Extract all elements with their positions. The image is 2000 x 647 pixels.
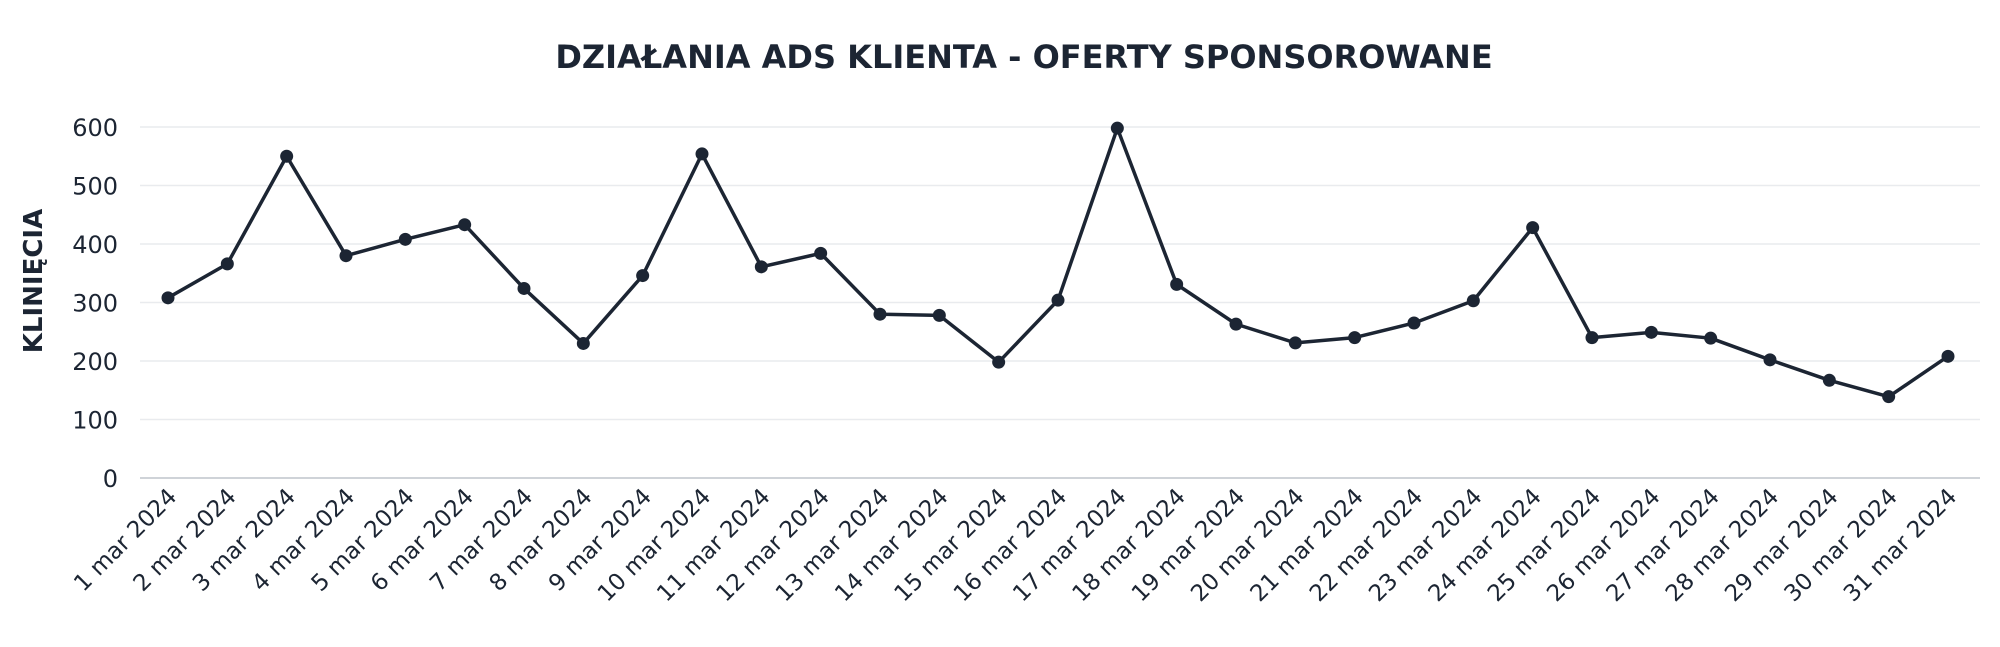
y-tick-labels: 0 100 200 300 400 500 600 bbox=[72, 114, 118, 493]
data-point bbox=[873, 307, 887, 321]
data-point bbox=[1407, 316, 1421, 330]
data-point bbox=[636, 269, 650, 283]
data-point bbox=[1526, 221, 1540, 235]
grid-layer bbox=[140, 126, 1980, 479]
data-point bbox=[1822, 373, 1836, 387]
data-point bbox=[1051, 293, 1065, 307]
data-point bbox=[1585, 331, 1599, 345]
data-point bbox=[458, 218, 472, 232]
data-point bbox=[1348, 331, 1362, 345]
y-tick-label: 600 bbox=[72, 114, 118, 142]
chart-title: DZIAŁANIA ADS KLIENTA - OFERTY SPONSOROW… bbox=[555, 38, 1492, 76]
data-point bbox=[1704, 331, 1718, 345]
data-point bbox=[1882, 390, 1896, 404]
data-point bbox=[280, 149, 294, 163]
data-points bbox=[161, 121, 1955, 404]
data-point bbox=[932, 308, 946, 322]
series-line bbox=[167, 126, 1949, 399]
data-point bbox=[1941, 349, 1955, 363]
data-point bbox=[754, 260, 768, 274]
y-tick-label: 300 bbox=[72, 290, 118, 318]
data-point bbox=[220, 257, 234, 271]
data-point bbox=[1229, 317, 1243, 331]
data-point bbox=[1644, 325, 1658, 339]
data-point bbox=[339, 249, 353, 263]
data-point bbox=[695, 147, 709, 161]
y-tick-label: 200 bbox=[72, 348, 118, 376]
data-point bbox=[814, 246, 828, 260]
y-axis-label: KLINIĘCIA bbox=[19, 209, 49, 353]
data-point bbox=[1288, 336, 1302, 350]
data-point bbox=[161, 291, 175, 305]
y-tick-label: 100 bbox=[72, 407, 118, 435]
y-tick-label: 0 bbox=[103, 465, 118, 493]
series-layer bbox=[167, 126, 1949, 399]
data-point bbox=[1170, 277, 1184, 291]
data-point bbox=[576, 336, 590, 350]
data-point bbox=[992, 355, 1006, 369]
x-tick-label: 1 mar 2024 bbox=[69, 484, 182, 597]
y-tick-label: 500 bbox=[72, 173, 118, 201]
data-point bbox=[1763, 353, 1777, 367]
data-point bbox=[517, 281, 531, 295]
y-tick-label: 400 bbox=[72, 231, 118, 259]
data-point bbox=[398, 232, 412, 246]
data-point bbox=[1466, 294, 1480, 308]
data-point bbox=[1110, 121, 1124, 135]
